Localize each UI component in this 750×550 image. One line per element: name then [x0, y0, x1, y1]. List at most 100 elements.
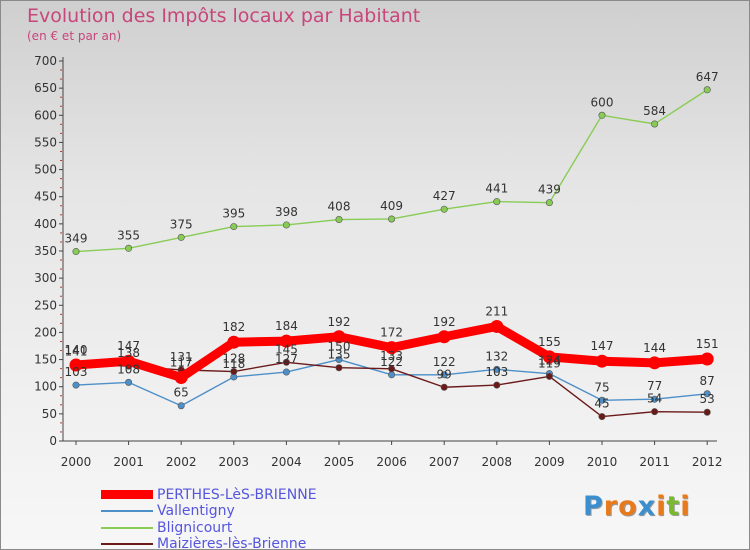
logo-letter: o	[618, 491, 638, 522]
data-label: 355	[117, 228, 140, 242]
series-1	[72, 356, 711, 410]
series-0	[69, 319, 714, 384]
data-label: 145	[275, 342, 298, 356]
logo-letter: r	[603, 491, 619, 522]
data-point	[651, 408, 659, 416]
x-tick-label: 2011	[639, 455, 670, 469]
x-tick-label: 2001	[113, 455, 144, 469]
data-point	[125, 244, 133, 252]
data-point	[440, 383, 448, 391]
legend-label: Maizières-lès-Brienne	[157, 536, 307, 550]
data-label: 584	[643, 104, 666, 118]
data-label: 132	[485, 349, 508, 363]
data-label: 119	[538, 356, 561, 370]
data-label: 375	[170, 217, 193, 231]
logo-letter: i	[656, 491, 667, 522]
x-tick-label: 2000	[61, 455, 92, 469]
data-point	[177, 402, 185, 410]
data-point	[230, 368, 238, 376]
data-label: 395	[222, 207, 245, 221]
data-label: 108	[117, 362, 140, 376]
data-point	[385, 341, 399, 355]
x-tick-label: 2010	[587, 455, 618, 469]
data-point	[651, 395, 659, 403]
y-tick-label: 550	[34, 135, 57, 149]
data-label: 65	[174, 386, 189, 400]
data-point	[282, 368, 290, 376]
data-label: 53	[700, 392, 715, 406]
data-point	[545, 372, 553, 380]
data-label: 184	[275, 319, 298, 333]
data-label: 122	[380, 355, 403, 369]
data-label: 409	[380, 199, 403, 213]
data-label: 103	[65, 365, 88, 379]
y-tick-label: 650	[34, 81, 57, 95]
data-point	[122, 354, 136, 368]
data-label: 147	[591, 339, 614, 353]
logo-letter: i	[680, 491, 691, 522]
x-tick-label: 2008	[482, 455, 513, 469]
data-point	[69, 358, 83, 372]
legend-item: Blignicourt	[101, 519, 232, 536]
proxiti-logo: Proxiti	[583, 491, 691, 522]
data-label: 117	[170, 355, 193, 369]
data-label: 182	[222, 320, 245, 334]
data-label: 131	[170, 350, 193, 364]
data-point	[72, 248, 80, 256]
data-label: 77	[647, 379, 662, 393]
data-point	[279, 334, 293, 348]
data-point	[230, 223, 238, 231]
y-tick-label: 100	[34, 380, 57, 394]
data-label: 439	[538, 183, 561, 197]
data-point	[332, 330, 346, 344]
data-point	[598, 111, 606, 119]
data-label: 150	[328, 340, 351, 354]
data-label: 99	[437, 367, 452, 381]
data-point	[651, 120, 659, 128]
data-label: 151	[696, 337, 719, 351]
y-tick-label: 150	[34, 353, 57, 367]
data-point	[227, 335, 241, 349]
x-tick-label: 2003	[219, 455, 250, 469]
data-point	[335, 356, 343, 364]
data-label: 427	[433, 189, 456, 203]
data-label: 398	[275, 205, 298, 219]
data-point	[282, 358, 290, 366]
y-tick-label: 250	[34, 298, 57, 312]
data-point	[72, 381, 80, 389]
data-point	[335, 216, 343, 224]
data-label: 647	[696, 70, 719, 84]
y-tick-label: 350	[34, 244, 57, 258]
x-tick-label: 2012	[692, 455, 723, 469]
data-label: 140	[65, 343, 88, 357]
data-label: 441	[485, 182, 508, 196]
data-point	[703, 408, 711, 416]
legend-label: Blignicourt	[157, 519, 233, 536]
legend-swatch	[101, 510, 153, 512]
y-tick-label: 300	[34, 271, 57, 285]
data-point	[598, 396, 606, 404]
logo-letter: x	[637, 491, 657, 522]
data-label: 144	[643, 341, 666, 355]
legend-label: PERTHES-LèS-BRIENNE	[157, 486, 317, 503]
legend-item: PERTHES-LèS-BRIENNE	[101, 486, 317, 503]
data-point	[700, 352, 714, 366]
data-point	[648, 356, 662, 370]
data-label: 138	[117, 346, 140, 360]
data-label: 128	[222, 352, 245, 366]
data-label: 147	[117, 339, 140, 353]
data-label: 349	[65, 232, 88, 246]
data-point	[388, 365, 396, 373]
logo-letter: t	[666, 491, 681, 522]
x-tick-label: 2009	[534, 455, 565, 469]
data-point	[493, 365, 501, 373]
data-labels: 349 355 375 395 398 408 409 427 441 439 600 584 647 1…	[65, 70, 719, 411]
data-point	[177, 233, 185, 241]
data-label: 408	[328, 200, 351, 214]
data-label: 122	[433, 355, 456, 369]
data-point	[388, 371, 396, 379]
data-label: 135	[328, 348, 351, 362]
x-tick-label: 2002	[166, 455, 197, 469]
y-tick-label: 700	[34, 54, 57, 68]
